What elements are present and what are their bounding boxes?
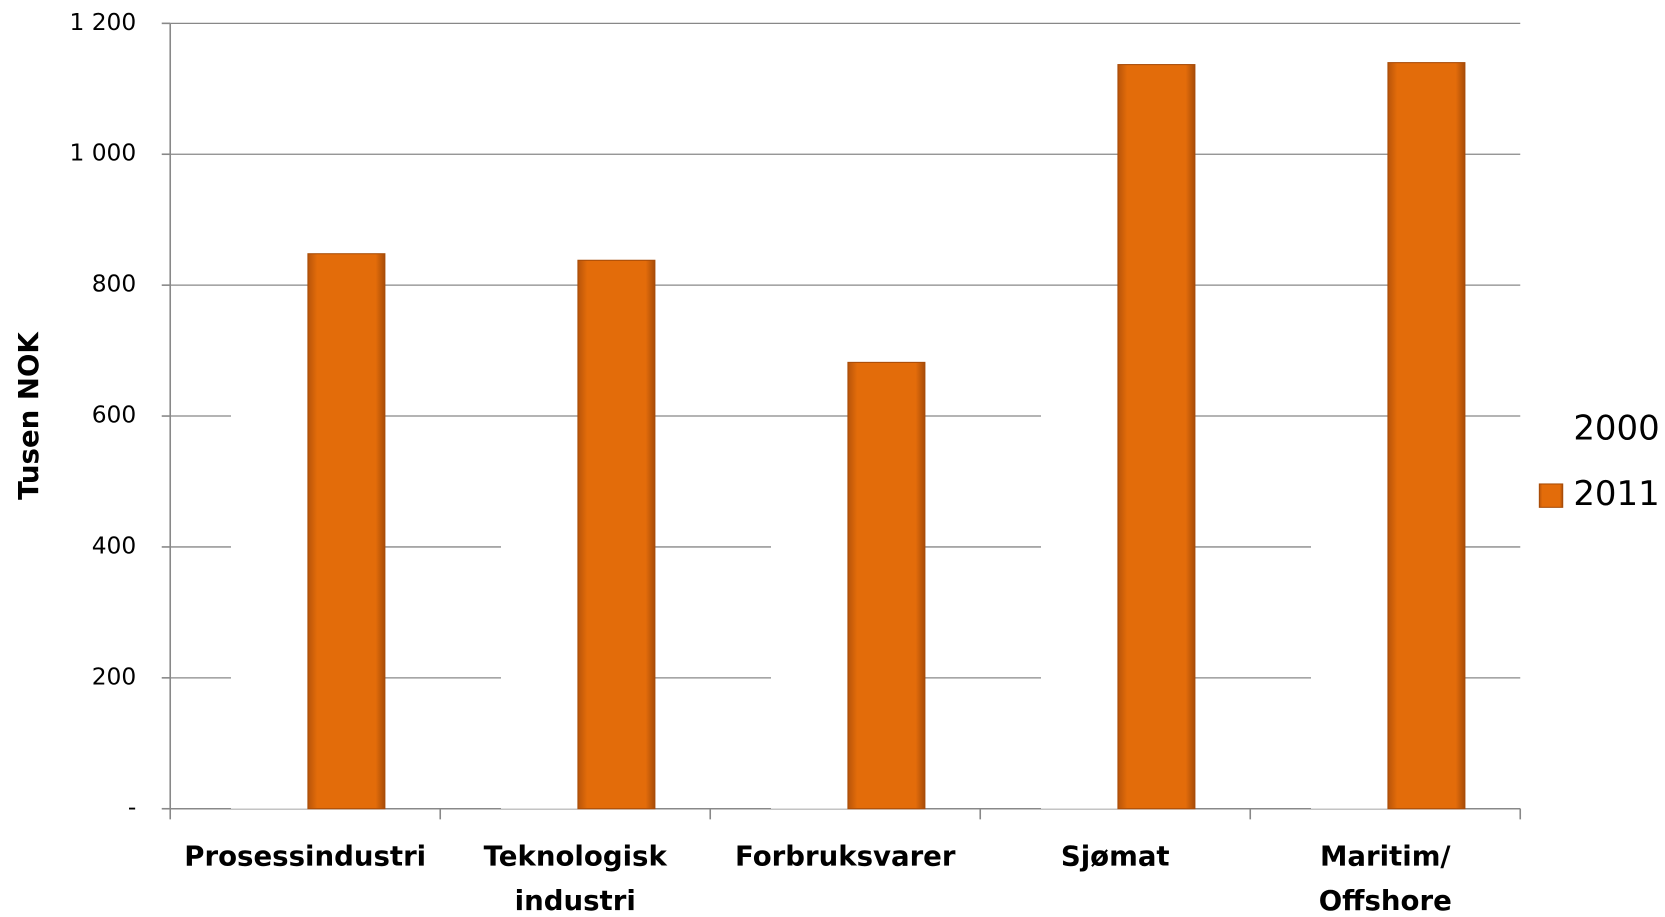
x-tick-label: Teknologisk industri — [484, 840, 668, 917]
y-tick-label: 1 000 — [69, 139, 136, 167]
y-axis-label: Tusen NOK — [12, 331, 45, 500]
x-tick-label: Prosessindustri — [184, 840, 426, 873]
x-tick-label: Sjømat — [1061, 840, 1170, 873]
y-tick-label: 800 — [92, 270, 137, 298]
bar — [770, 481, 848, 809]
legend-label: 2011 — [1573, 474, 1659, 514]
bar — [847, 361, 926, 810]
legend-label: 2000 — [1573, 408, 1659, 448]
bar — [500, 481, 578, 809]
bar — [1310, 533, 1388, 809]
y-tick-label: 200 — [92, 662, 137, 690]
x-tick-label: Maritim/Offshore — [1319, 840, 1452, 917]
legend-swatch — [1538, 483, 1564, 508]
x-tick-label: Forbruksvarer — [735, 840, 956, 873]
bar — [577, 259, 656, 810]
bar — [307, 253, 386, 810]
bar — [1040, 350, 1118, 809]
bar — [230, 350, 308, 809]
bar — [1117, 64, 1196, 810]
legend-swatch — [1539, 418, 1563, 442]
y-tick-label: 1 200 — [69, 8, 136, 36]
y-tick-label: - — [128, 793, 136, 821]
y-tick-label: 400 — [92, 531, 137, 559]
bar — [1387, 62, 1466, 810]
y-tick-label: 600 — [92, 401, 137, 429]
